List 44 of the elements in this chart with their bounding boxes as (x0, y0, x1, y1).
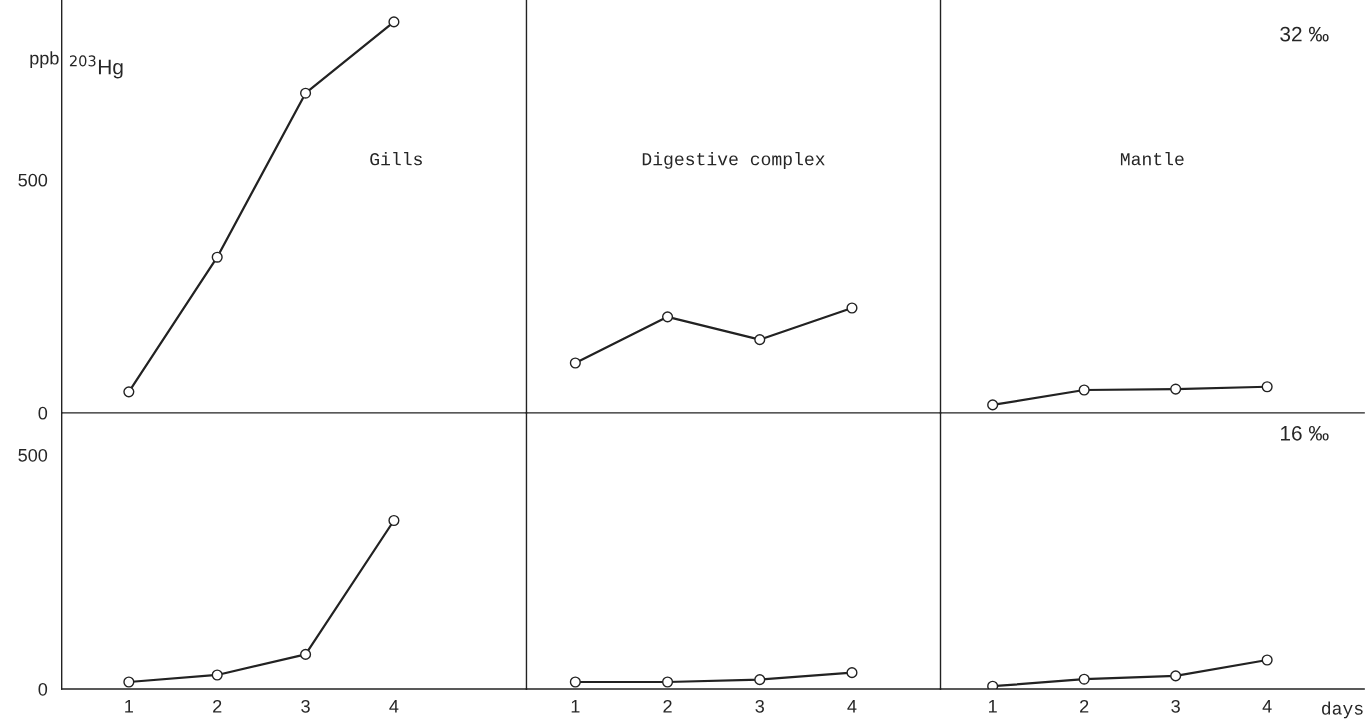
point (987, 399, 999, 411)
y-tick-label: 0 (38, 406, 48, 420)
point (123, 676, 135, 688)
y-tick-label: 500 (18, 173, 48, 187)
text: Mantle (1120, 152, 1184, 166)
text: Gills (370, 152, 422, 166)
point (211, 669, 223, 681)
x-tick-label: 3 (301, 699, 310, 713)
x-tick-label: 3 (1171, 699, 1180, 713)
annotation: $^{203}$Hg (69, 55, 123, 79)
x-axis-title: days (1322, 701, 1363, 719)
x-tick-label: 1 (989, 700, 997, 713)
x-tick-label: 3 (755, 699, 764, 713)
point (987, 680, 999, 690)
x-tick-label: 2 (663, 699, 672, 713)
point (1261, 654, 1273, 666)
point (661, 311, 674, 323)
x-tick-label: 1 (125, 700, 133, 713)
x-tick-label: 2 (213, 699, 222, 713)
point (1078, 673, 1090, 685)
annotation: 16 ‰ (1281, 425, 1329, 441)
point (1261, 381, 1273, 393)
x-tick-label: 4 (1262, 700, 1272, 713)
point (1078, 384, 1090, 396)
y-tick-label: 500 (18, 448, 48, 462)
text: Digestive complex (642, 152, 825, 169)
point (1170, 670, 1182, 682)
y-tick-label: 0 (38, 682, 48, 696)
x-tick-label: 4 (389, 700, 399, 713)
point (388, 514, 400, 527)
point (1170, 383, 1182, 395)
point (569, 357, 581, 369)
point (123, 386, 135, 398)
point (754, 334, 766, 346)
point (300, 87, 312, 99)
point (211, 251, 223, 263)
y-axis-title: ppb (30, 51, 59, 69)
point (300, 648, 312, 660)
annotation: 32 ‰ (1280, 26, 1329, 42)
x-tick-label: 2 (1080, 699, 1089, 713)
point (388, 16, 400, 28)
point (846, 302, 858, 314)
x-tick-label: 1 (571, 700, 580, 713)
x-tick-label: 4 (847, 700, 857, 713)
